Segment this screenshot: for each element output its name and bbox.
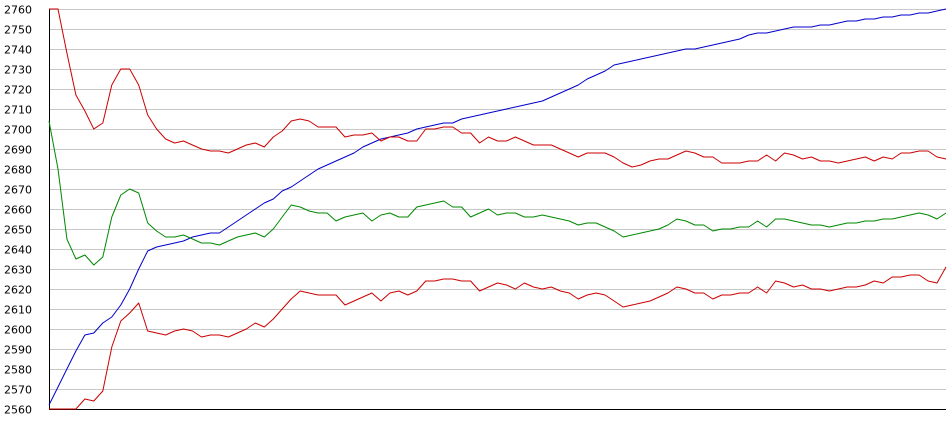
y-tick-label-2570: 2570 bbox=[4, 384, 32, 397]
y-tick-label-2740: 2740 bbox=[4, 44, 32, 57]
series-red-upper-line bbox=[49, 8, 947, 168]
y-tick-label-2560: 2560 bbox=[4, 404, 32, 417]
y-tick-label-2610: 2610 bbox=[4, 304, 32, 317]
y-tick-label-2700: 2700 bbox=[4, 124, 32, 137]
y-tick-label-2620: 2620 bbox=[4, 284, 32, 297]
y-tick-label-2690: 2690 bbox=[4, 144, 32, 157]
axes bbox=[49, 9, 946, 410]
series-red-lower-line bbox=[49, 266, 947, 410]
y-axis-tick-labels: 2560 2570 2580 2590 2600 2610 2620 2630 2640 2650… bbox=[4, 4, 32, 417]
series-lines bbox=[48, 8, 947, 410]
y-tick-label-2650: 2650 bbox=[4, 224, 32, 237]
y-tick-label-2710: 2710 bbox=[4, 104, 32, 117]
gridlines bbox=[49, 9, 946, 410]
y-tick-label-2590: 2590 bbox=[4, 344, 32, 357]
y-tick-label-2760: 2760 bbox=[4, 4, 32, 17]
y-tick-label-2600: 2600 bbox=[4, 324, 32, 337]
y-tick-label-2640: 2640 bbox=[4, 244, 32, 257]
y-tick-label-2730: 2730 bbox=[4, 64, 32, 77]
y-tick-label-2750: 2750 bbox=[4, 24, 32, 37]
y-tick-label-2680: 2680 bbox=[4, 164, 32, 177]
series-green-line bbox=[48, 120, 947, 266]
y-tick-label-2630: 2630 bbox=[4, 264, 32, 277]
series-blue-line bbox=[48, 8, 947, 406]
y-tick-label-2720: 2720 bbox=[4, 84, 32, 97]
y-tick-label-2670: 2670 bbox=[4, 184, 32, 197]
y-tick-label-2580: 2580 bbox=[4, 364, 32, 377]
y-tick-label-2660: 2660 bbox=[4, 204, 32, 217]
